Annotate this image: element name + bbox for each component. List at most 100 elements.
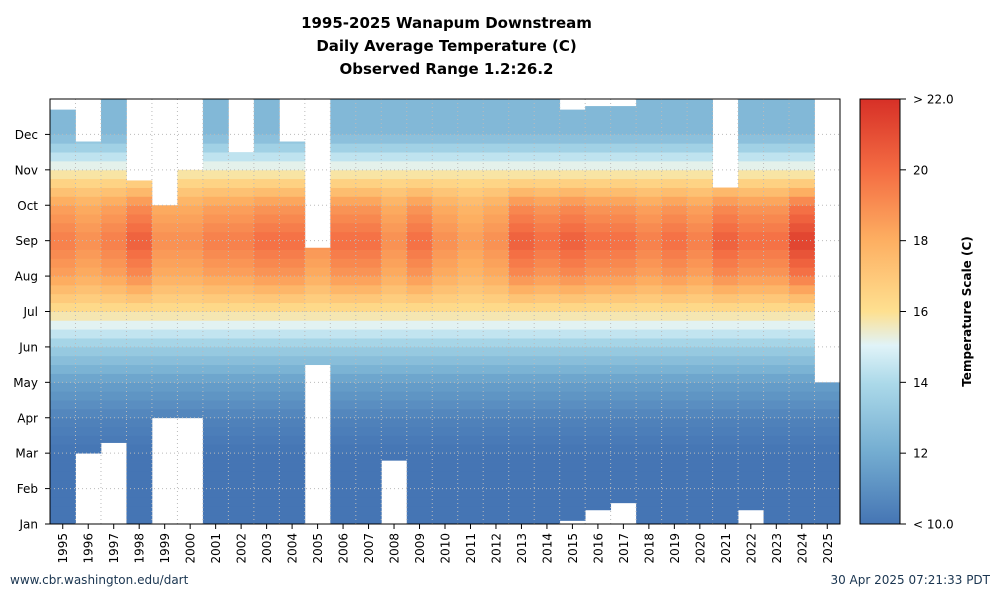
heatmap-cell: [687, 125, 713, 135]
heatmap-cell: [738, 470, 764, 481]
heatmap-cell: [814, 506, 841, 516]
heatmap-cell: [789, 435, 815, 445]
heatmap-cell: [585, 479, 612, 489]
heatmap-cell: [763, 506, 790, 516]
heatmap-cell: [661, 400, 688, 410]
heatmap-cell: [738, 249, 764, 259]
heatmap-cell: [253, 249, 280, 259]
heatmap-cell: [279, 355, 306, 366]
heatmap-cell: [330, 160, 357, 171]
heatmap-cell: [763, 107, 790, 118]
heatmap-cell: [585, 258, 612, 268]
heatmap-cell: [75, 284, 102, 295]
year-column-2000: [177, 169, 204, 419]
heatmap-cell: [355, 417, 382, 427]
heatmap-cell: [661, 143, 688, 153]
heatmap-cell: [814, 435, 841, 445]
heatmap-cell: [508, 284, 535, 295]
heatmap-cell: [50, 355, 76, 366]
heatmap-cell: [508, 479, 535, 489]
year-label: 2013: [515, 533, 529, 564]
heatmap-cell: [661, 479, 688, 489]
heatmap-cell: [406, 107, 433, 118]
heatmap-cell: [483, 116, 510, 126]
heatmap-cell: [585, 267, 612, 277]
heatmap-cell: [763, 470, 790, 481]
heatmap-cell: [483, 222, 510, 233]
heatmap-cell: [177, 355, 204, 366]
heatmap-cell: [508, 497, 535, 507]
heatmap-cell: [100, 435, 127, 443]
heatmap-cell: [406, 435, 433, 445]
heatmap-cell: [661, 435, 688, 445]
heatmap-cell: [661, 462, 688, 472]
heatmap-cell: [763, 364, 790, 374]
heatmap-cell: [381, 391, 408, 401]
heatmap-cell: [406, 178, 433, 188]
heatmap-cell: [789, 196, 815, 206]
heatmap-cell: [355, 152, 382, 162]
heatmap-cell: [279, 249, 306, 259]
heatmap-cell: [610, 267, 637, 277]
year-label: 2018: [642, 533, 656, 564]
heatmap-cell: [432, 479, 459, 489]
heatmap-cell: [228, 373, 255, 383]
heatmap-cell: [585, 444, 612, 454]
heatmap-cell: [534, 152, 561, 162]
heatmap-cell: [534, 506, 561, 516]
heatmap-cell: [355, 311, 382, 321]
heatmap-cell: [534, 107, 561, 118]
year-column-2023: [763, 99, 790, 525]
heatmap-cell: [75, 426, 102, 436]
heatmap-cell: [381, 400, 408, 410]
heatmap-cell: [712, 240, 739, 250]
heatmap-cell: [559, 169, 586, 180]
heatmap-cell: [457, 276, 484, 286]
heatmap-cell: [457, 470, 484, 481]
heatmap-cell: [50, 444, 76, 454]
heatmap-cell: [738, 417, 764, 427]
heatmap-cell: [406, 258, 433, 268]
heatmap-cell: [279, 152, 306, 162]
year-label: 2021: [719, 533, 733, 564]
year-column-1998: [126, 180, 153, 525]
heatmap-cell: [789, 408, 815, 419]
heatmap-cell: [457, 187, 484, 197]
heatmap-cell: [304, 293, 331, 304]
heatmap-cell: [279, 373, 306, 383]
heatmap-cell: [50, 320, 76, 330]
heatmap-cell: [610, 160, 637, 171]
heatmap-cell: [738, 107, 764, 118]
heatmap-cell: [636, 302, 663, 312]
heatmap-cell: [355, 302, 382, 312]
heatmap-cell: [253, 152, 280, 162]
heatmap-cell: [151, 382, 178, 392]
heatmap-cell: [202, 355, 229, 366]
heatmap-cell: [712, 497, 739, 507]
year-label: 2004: [286, 533, 300, 564]
heatmap-cell: [253, 355, 280, 366]
heatmap-cell: [559, 417, 586, 427]
heatmap-cell: [508, 302, 535, 312]
heatmap-cell: [432, 462, 459, 472]
heatmap-cell: [177, 329, 204, 339]
heatmap-cell: [585, 355, 612, 366]
heatmap-cell: [636, 435, 663, 445]
heatmap-cell: [789, 160, 815, 171]
heatmap-cell: [712, 435, 739, 445]
heatmap-cell: [738, 506, 764, 511]
heatmap-cell: [330, 178, 357, 188]
heatmap-cell: [330, 116, 357, 126]
heatmap-cell: [661, 187, 688, 197]
year-label: 2014: [540, 533, 554, 564]
heatmap-cell: [559, 435, 586, 445]
chart-title: 1995-2025 Wanapum Downstream: [301, 14, 592, 32]
heatmap-cell: [559, 497, 586, 507]
heatmap-cell: [789, 107, 815, 118]
heatmap-cell: [228, 169, 255, 180]
heatmap-cell: [75, 169, 102, 180]
heatmap-cell: [508, 391, 535, 401]
heatmap-cell: [559, 338, 586, 348]
heatmap-cell: [687, 276, 713, 286]
heatmap-cell: [585, 222, 612, 233]
